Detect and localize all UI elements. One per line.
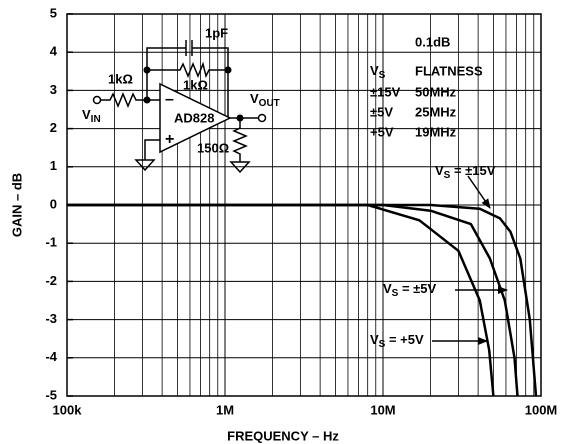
y-tick-label: 4 [50, 44, 58, 59]
table-header-sub: S [379, 70, 386, 81]
table-cell: ±5V [370, 104, 393, 119]
output-main: V [250, 91, 259, 106]
flatness-table: ±15V 50MHz ±5V 25MHz +5V 19MHz [370, 84, 457, 139]
series-label-main: V [383, 281, 392, 296]
capacitor-label: 1pF [205, 25, 228, 40]
series-label-rest: = ±15V [450, 163, 495, 178]
table-header: FLATNESS [415, 63, 483, 78]
series-label-rest: = ±5V [398, 281, 436, 296]
x-tick-label: 1M [216, 402, 234, 417]
series-label: VS = ±5V [383, 281, 437, 298]
label-arrow [467, 175, 491, 209]
x-tick-label: 100k [53, 402, 83, 417]
table-cell: 25MHz [415, 104, 457, 119]
feedback-resistor-label: 1kΩ [183, 77, 208, 92]
table-header: 0.1dB [415, 34, 450, 49]
output-label: VOUT [250, 91, 280, 108]
y-tick-label: -3 [45, 311, 57, 326]
series-label-main: V [435, 163, 444, 178]
series-label-main: V [370, 332, 379, 347]
x-axis-label: FREQUENCY – Hz [227, 428, 339, 443]
table-cell: 19MHz [415, 124, 457, 139]
x-tick-label: 100M [525, 402, 558, 417]
plus-sign: + [165, 131, 174, 148]
y-tick-label: 3 [50, 82, 57, 97]
series-line [67, 203, 495, 397]
series-label-sub: S [392, 288, 399, 299]
y-tick-label: -4 [45, 349, 57, 364]
y-axis-label: GAIN – dB [9, 173, 24, 237]
circuit-nodes [143, 66, 244, 122]
x-tick-label: 10M [370, 402, 395, 417]
input-resistor-label: 1kΩ [108, 71, 133, 86]
series-line [67, 203, 519, 397]
y-tick-label: 0 [50, 196, 57, 211]
amplifier-label: AD828 [174, 110, 214, 125]
series-line [67, 203, 538, 397]
minus-sign: – [165, 91, 174, 108]
series-label: VS = +5V [370, 332, 424, 349]
input-main: V [82, 107, 91, 122]
series-label-sub: S [444, 170, 451, 181]
series-label-sub: S [379, 339, 386, 350]
input-label: VIN [82, 107, 101, 124]
input-sub: IN [91, 114, 101, 125]
table-header: VS [370, 63, 386, 80]
output-sub: OUT [259, 98, 280, 109]
y-tick-label: -2 [45, 273, 57, 288]
y-tick-label: -1 [45, 235, 57, 250]
table-header-main: V [370, 63, 379, 78]
circuit-diagram [92, 40, 267, 174]
y-tick-label: 1 [50, 158, 57, 173]
table-cell: 50MHz [415, 84, 457, 99]
series-label: VS = ±15V [435, 163, 496, 180]
y-tick-label: 2 [50, 120, 57, 135]
series-label-rest: = +5V [385, 332, 424, 347]
load-resistor-label: 150Ω [197, 140, 229, 155]
table-cell: ±15V [370, 84, 401, 99]
y-tick-label: 5 [50, 5, 57, 20]
y-tick-label: -5 [45, 387, 57, 402]
table-cell: +5V [370, 124, 394, 139]
